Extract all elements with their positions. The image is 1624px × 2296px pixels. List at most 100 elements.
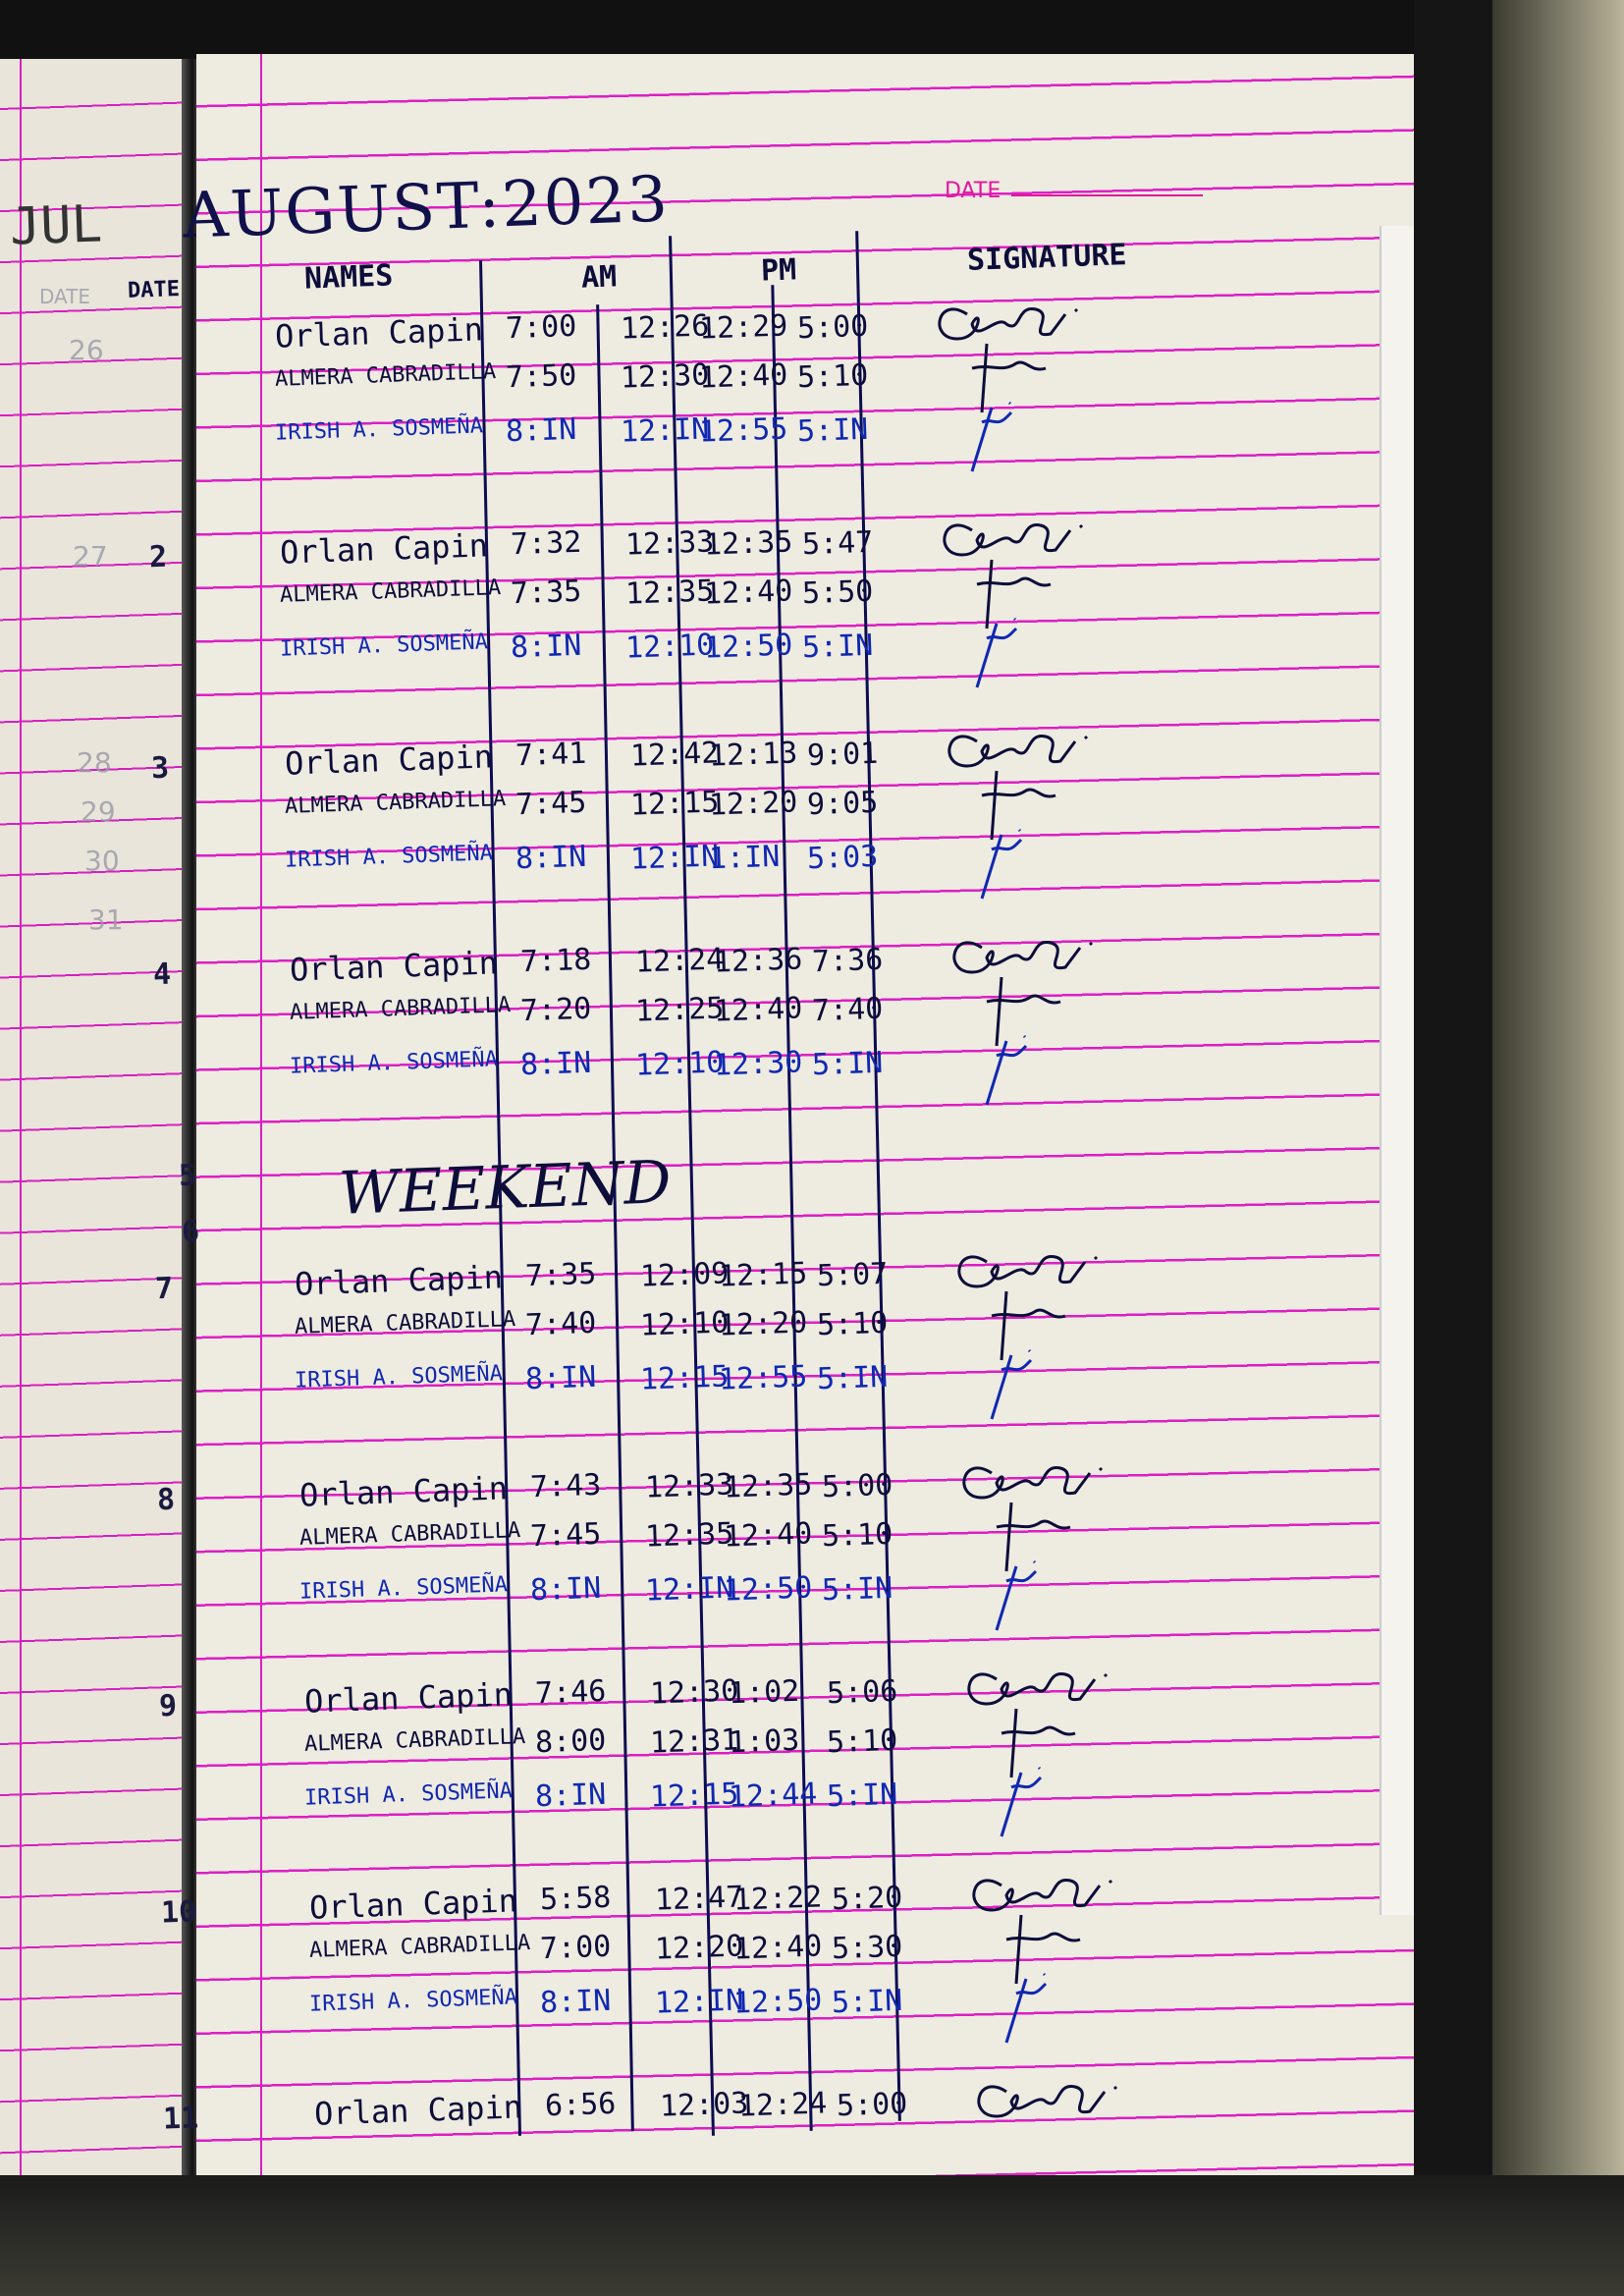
am-in-time: 8:00 xyxy=(534,1722,607,1761)
pm-in-time: 12:40 xyxy=(732,1929,823,1967)
pm-in-time: 12:29 xyxy=(698,308,788,347)
am-in-time: 6:56 xyxy=(544,2086,617,2124)
am-out-time: 12:47 xyxy=(654,1880,744,1918)
pm-in-time: 12:35 xyxy=(703,524,793,563)
employee-name: Orlan Capin xyxy=(303,1675,514,1721)
pm-out-time: 5:IN xyxy=(816,1359,889,1397)
pm-in-time: 12:40 xyxy=(703,574,793,612)
column-header-pm: PM xyxy=(760,252,797,289)
left-page-day: 27 xyxy=(73,540,108,573)
pm-out-time: 9:05 xyxy=(806,785,879,823)
employee-name: Orlan Capin xyxy=(313,2088,523,2133)
am-out-time: 12:15 xyxy=(629,785,720,823)
left-page-month: JUL xyxy=(8,194,103,257)
pm-in-time: 12:55 xyxy=(718,1359,808,1397)
signature-icon xyxy=(980,828,1023,900)
pm-in-time: 12:24 xyxy=(737,2086,828,2124)
pm-out-time: 5:47 xyxy=(801,524,874,563)
am-out-time: 12:20 xyxy=(654,1929,744,1967)
am-out-time: 12:42 xyxy=(629,736,720,774)
am-in-time: 8:IN xyxy=(539,1983,612,2021)
pm-out-time: 5:IN xyxy=(811,1045,884,1083)
day-number: 7 xyxy=(154,1271,174,1307)
pm-out-time: 5:30 xyxy=(831,1929,903,1967)
am-out-time: 12:IN xyxy=(629,839,720,877)
am-out-time: 12:25 xyxy=(634,991,725,1029)
date-label: DATE xyxy=(945,179,1001,203)
am-in-time: 7:20 xyxy=(519,991,592,1029)
am-in-time: 8:IN xyxy=(510,628,582,666)
am-in-time: 7:35 xyxy=(524,1256,597,1294)
pm-in-time: 12:36 xyxy=(713,942,803,980)
am-in-time: 8:IN xyxy=(534,1777,607,1815)
employee-name: Orlan Capin xyxy=(274,310,484,355)
pm-out-time: 5:00 xyxy=(836,2086,908,2124)
pm-out-time: 5:10 xyxy=(821,1516,893,1555)
column-header-names: NAMES xyxy=(303,258,394,297)
pm-in-time: 12:35 xyxy=(723,1467,813,1505)
pm-in-time: 12:50 xyxy=(723,1570,813,1609)
pm-in-time: 12:13 xyxy=(708,736,798,774)
am-out-time: 12:35 xyxy=(644,1516,734,1555)
pm-out-time: 5:20 xyxy=(831,1880,903,1918)
pm-out-time: 5:IN xyxy=(831,1983,903,2021)
employee-name: Orlan Capin xyxy=(308,1882,518,1927)
left-page-day: 26 xyxy=(69,334,104,366)
am-in-time: 7:18 xyxy=(519,942,592,980)
signature-icon xyxy=(970,401,1013,472)
left-page-day: 29 xyxy=(81,795,116,828)
pm-out-time: 5:07 xyxy=(816,1256,889,1294)
am-in-time: 8:IN xyxy=(505,411,577,450)
background xyxy=(1492,0,1624,2296)
pm-in-time: 12:50 xyxy=(703,628,793,666)
notebook-page xyxy=(196,54,1443,2175)
am-in-time: 7:45 xyxy=(514,785,587,823)
am-in-time: 7:43 xyxy=(529,1467,602,1505)
background-bottom xyxy=(0,2175,1624,2296)
pm-out-time: 7:40 xyxy=(811,991,884,1029)
am-in-time: 7:45 xyxy=(529,1516,602,1555)
signature-icon xyxy=(990,1348,1033,1420)
signature-icon xyxy=(971,343,1047,413)
pm-in-time: 12:20 xyxy=(718,1305,808,1343)
employee-name: Orlan Capin xyxy=(294,1258,504,1303)
pm-in-time: 12:20 xyxy=(708,785,798,823)
left-page xyxy=(0,59,191,2190)
signature-icon xyxy=(938,307,1079,341)
left-page-header: DATE xyxy=(39,285,91,308)
signature-icon xyxy=(991,1290,1066,1361)
pm-out-time: 5:10 xyxy=(816,1305,889,1343)
signature-icon xyxy=(986,976,1061,1047)
employee-name: Orlan Capin xyxy=(279,526,489,572)
margin-line xyxy=(20,59,22,2190)
day-number: 5 xyxy=(178,1158,197,1194)
pm-out-time: 5:IN xyxy=(801,628,874,666)
pm-in-time: 1:IN xyxy=(708,839,781,877)
column-header-signature: SIGNATURE xyxy=(966,238,1128,278)
signature-icon xyxy=(985,1034,1028,1106)
pm-out-time: 7:36 xyxy=(811,942,884,980)
am-in-time: 8:IN xyxy=(514,839,587,877)
am-out-time: 12:IN xyxy=(644,1570,734,1609)
left-page-day: 28 xyxy=(77,746,112,779)
am-out-time: 12:IN xyxy=(654,1983,744,2021)
day-number: 6 xyxy=(181,1214,200,1250)
signature-icon xyxy=(1005,1914,1081,1985)
am-in-time: 7:50 xyxy=(505,357,577,396)
day-number: 2 xyxy=(148,539,168,575)
am-in-time: 8:IN xyxy=(519,1045,592,1083)
am-out-time: 12:09 xyxy=(639,1256,730,1294)
signature-icon xyxy=(962,1466,1104,1500)
signature-icon xyxy=(981,770,1056,841)
pm-out-time: 9:01 xyxy=(806,736,879,774)
signature-icon xyxy=(976,559,1052,629)
left-page-day: 30 xyxy=(84,845,120,877)
column-header-am: AM xyxy=(580,259,618,296)
signature-icon xyxy=(995,1559,1038,1631)
signature-icon xyxy=(957,1255,1099,1288)
am-out-time: 12:10 xyxy=(639,1305,730,1343)
signature-icon xyxy=(952,941,1094,974)
am-out-time: 12:33 xyxy=(644,1467,734,1505)
am-out-time: 12:30 xyxy=(620,357,710,396)
pm-out-time: 5:00 xyxy=(821,1467,893,1505)
